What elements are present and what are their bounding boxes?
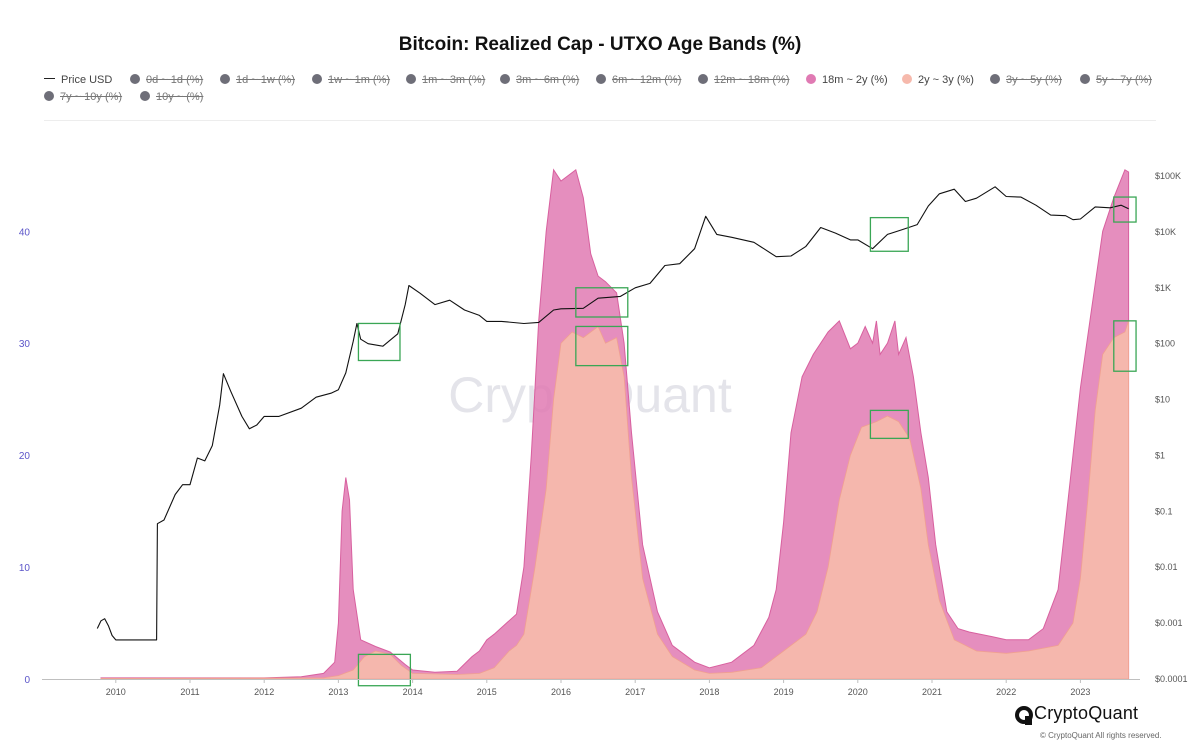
legend-item[interactable]: 2y ~ 3y (%) xyxy=(902,73,974,87)
legend-label: 6m ~ 12m (%) xyxy=(612,74,682,86)
legend-label: 1m ~ 3m (%) xyxy=(422,74,486,86)
x-tick-label: 2019 xyxy=(774,687,794,697)
highlight-box xyxy=(357,322,401,362)
legend-item[interactable]: 0d ~ 1d (%) xyxy=(130,73,203,87)
dot-marker-icon xyxy=(406,74,416,84)
dot-marker-icon xyxy=(220,74,230,84)
y-right-tick-label: $1K xyxy=(1155,283,1171,293)
dot-marker-icon xyxy=(596,74,606,84)
dot-marker-icon xyxy=(1080,74,1090,84)
legend-item[interactable]: 10y ~ (%) xyxy=(140,90,203,104)
legend-item[interactable]: 5y ~ 7y (%) xyxy=(1080,73,1152,87)
legend-label: 3m ~ 6m (%) xyxy=(516,74,580,86)
y-right-tick-label: $0.0001 xyxy=(1155,674,1188,684)
legend-label: 3y ~ 5y (%) xyxy=(1006,74,1062,86)
dot-marker-icon xyxy=(140,91,150,101)
y-right-tick-label: $10K xyxy=(1155,227,1176,237)
legend-label: 12m ~ 18m (%) xyxy=(714,74,790,86)
dot-marker-icon xyxy=(44,91,54,101)
legend-item[interactable]: 1m ~ 3m (%) xyxy=(406,73,485,87)
y-left-tick-label: 0 xyxy=(24,675,30,686)
y-left-tick-label: 30 xyxy=(19,339,31,350)
y-right-tick-label: $0.1 xyxy=(1155,506,1173,516)
line-marker-icon xyxy=(44,78,55,79)
highlight-box xyxy=(1113,196,1137,223)
dot-marker-icon xyxy=(990,74,1000,84)
dot-marker-icon xyxy=(130,74,140,84)
legend-label: 18m ~ 2y (%) xyxy=(822,74,888,86)
dot-marker-icon xyxy=(698,74,708,84)
brand-name: CryptoQuant xyxy=(1034,703,1139,723)
legend-divider xyxy=(44,120,1156,121)
y-left-tick-label: 40 xyxy=(19,227,31,238)
legend-item[interactable]: 1d ~ 1w (%) xyxy=(220,73,295,87)
chart-plot: CryptoQuant20102011201220132014201520162… xyxy=(19,168,1188,697)
x-tick-label: 2012 xyxy=(254,687,274,697)
legend-label: Price USD xyxy=(61,74,113,86)
y-left-tick-label: 20 xyxy=(19,451,31,462)
x-tick-label: 2017 xyxy=(625,687,645,697)
legend-item[interactable]: 1w ~ 1m (%) xyxy=(312,73,390,87)
highlight-box xyxy=(1113,320,1137,372)
chart-title: Bitcoin: Realized Cap - UTXO Age Bands (… xyxy=(398,34,802,55)
x-tick-label: 2014 xyxy=(403,687,423,697)
legend-item[interactable]: 7y ~ 10y (%) xyxy=(44,90,122,104)
dot-marker-icon xyxy=(902,74,912,84)
cryptoquant-logo-icon xyxy=(1015,706,1033,725)
price-line xyxy=(96,186,1129,641)
y-left-tick-label: 10 xyxy=(19,563,31,574)
y-right-tick-label: $100K xyxy=(1155,171,1181,181)
y-right-tick-label: $0.01 xyxy=(1155,562,1178,572)
x-tick-label: 2016 xyxy=(551,687,571,697)
y-right-tick-label: $10 xyxy=(1155,395,1170,405)
x-tick-label: 2023 xyxy=(1070,687,1090,697)
legend-label: 10y ~ (%) xyxy=(156,91,204,103)
highlight-box xyxy=(357,653,412,687)
legend-item[interactable]: 18m ~ 2y (%) xyxy=(806,73,888,87)
y-right-tick-label: $1 xyxy=(1155,450,1165,460)
legend-label: 2y ~ 3y (%) xyxy=(918,74,974,86)
x-tick-label: 2022 xyxy=(996,687,1016,697)
dot-marker-icon xyxy=(312,74,322,84)
area-2y-3y xyxy=(100,320,1129,680)
legend-item[interactable]: 12m ~ 18m (%) xyxy=(698,73,790,87)
x-tick-label: 2018 xyxy=(699,687,719,697)
y-right-tick-label: $0.001 xyxy=(1155,618,1183,628)
legend-label: 7y ~ 10y (%) xyxy=(60,91,123,103)
legend-label: 0d ~ 1d (%) xyxy=(146,74,204,86)
x-tick-label: 2021 xyxy=(922,687,942,697)
legend-label: 1d ~ 1w (%) xyxy=(236,74,295,86)
dot-marker-icon xyxy=(806,74,816,84)
legend-item[interactable]: 3y ~ 5y (%) xyxy=(990,73,1062,87)
highlight-box xyxy=(869,409,909,440)
legend-item[interactable]: 6m ~ 12m (%) xyxy=(596,73,681,87)
x-tick-label: 2013 xyxy=(328,687,348,697)
dot-marker-icon xyxy=(500,74,510,84)
x-tick-label: 2015 xyxy=(477,687,497,697)
y-right-tick-label: $100 xyxy=(1155,339,1175,349)
legend-label: 1w ~ 1m (%) xyxy=(328,74,391,86)
highlight-box xyxy=(575,325,629,367)
legend-item[interactable]: 3m ~ 6m (%) xyxy=(500,73,579,87)
legend-label: 5y ~ 7y (%) xyxy=(1096,74,1152,86)
x-tick-label: 2010 xyxy=(106,687,126,697)
copyright-notice: © CryptoQuant All rights reserved. xyxy=(1040,731,1162,740)
x-tick-label: 2020 xyxy=(848,687,868,697)
highlight-box xyxy=(575,287,629,318)
x-tick-label: 2011 xyxy=(180,687,199,697)
highlight-box xyxy=(869,216,909,252)
legend-item[interactable]: Price USD xyxy=(44,73,112,87)
